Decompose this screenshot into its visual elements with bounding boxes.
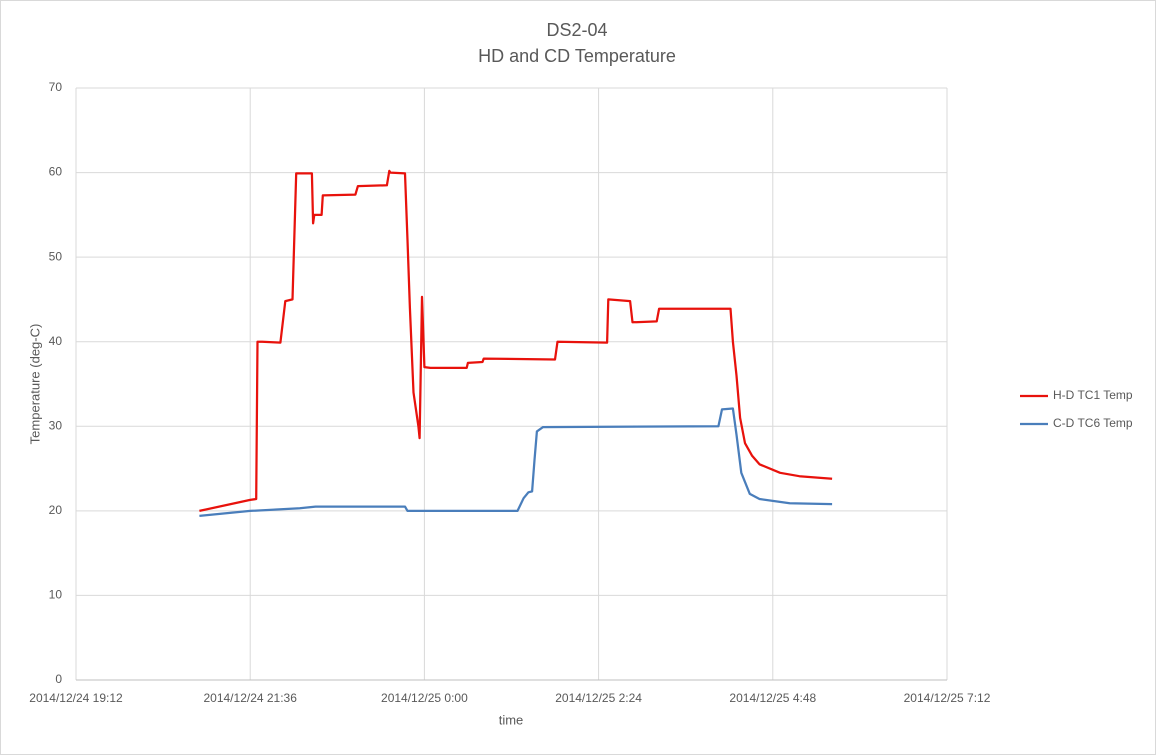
y-tick-label: 0: [55, 672, 62, 686]
legend-label: H-D TC1 Temp: [1053, 388, 1133, 402]
legend-label: C-D TC6 Temp: [1053, 416, 1133, 430]
chart-subtitle: HD and CD Temperature: [478, 46, 676, 66]
chart-title: DS2-04: [546, 20, 607, 40]
y-tick-label: 70: [49, 80, 63, 94]
x-tick-label: 2014/12/25 7:12: [904, 691, 991, 705]
y-tick-label: 20: [49, 503, 63, 517]
y-tick-label: 30: [49, 418, 63, 432]
y-tick-label: 10: [49, 588, 63, 602]
x-axis-title: time: [499, 712, 524, 727]
line-series: [199, 407, 833, 518]
x-tick-label: 2014/12/24 19:12: [29, 691, 123, 705]
y-axis-title: Temperature (deg-C): [27, 324, 42, 445]
x-tick-label: 2014/12/24 21:36: [203, 691, 297, 705]
x-tick-label: 2014/12/25 4:48: [729, 691, 816, 705]
x-tick-label: 2014/12/25 2:24: [555, 691, 642, 705]
y-tick-label: 60: [49, 165, 63, 179]
line-series: [199, 169, 833, 512]
x-tick-label: 2014/12/25 0:00: [381, 691, 468, 705]
y-tick-label: 50: [49, 249, 63, 263]
y-tick-label: 40: [49, 334, 63, 348]
